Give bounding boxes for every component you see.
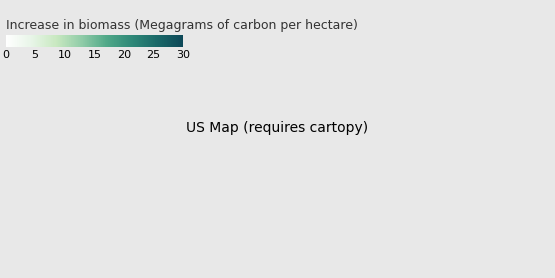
Text: US Map (requires cartopy): US Map (requires cartopy) bbox=[186, 121, 369, 135]
Text: Increase in biomass (Megagrams of carbon per hectare): Increase in biomass (Megagrams of carbon… bbox=[6, 19, 357, 32]
